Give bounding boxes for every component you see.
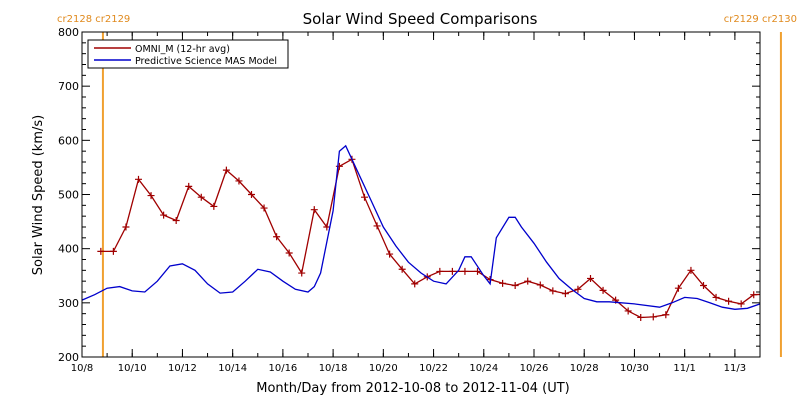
legend-label-omni: OMNI_M (12-hr avg) — [135, 44, 230, 55]
y-axis-label: Solar Wind Speed (km/s) — [31, 115, 46, 275]
omni-data-point — [750, 291, 758, 299]
omni-data-point — [599, 286, 607, 294]
omni-data-point — [185, 182, 193, 190]
x-tick-label: 10/24 — [469, 363, 498, 374]
y-tick-label: 400 — [58, 243, 79, 256]
omni-data-point — [624, 307, 632, 315]
omni-data-point — [649, 313, 657, 321]
x-tick-label: 10/12 — [168, 363, 197, 374]
omni-data-point — [674, 284, 682, 292]
x-tick-label: 10/20 — [369, 363, 398, 374]
omni-data-point — [549, 287, 557, 295]
omni-data-point — [448, 267, 456, 275]
omni-data-point — [373, 222, 381, 230]
x-tick-label: 10/18 — [319, 363, 348, 374]
y-tick-label: 200 — [58, 351, 79, 364]
omni-data-point — [712, 293, 720, 301]
x-tick-label: 10/22 — [419, 363, 448, 374]
y-tick-label: 600 — [58, 134, 79, 147]
omni-data-point — [273, 233, 281, 241]
y-tick-label: 700 — [58, 80, 79, 93]
omni-data-point — [197, 193, 205, 201]
omni-data-point — [260, 204, 268, 212]
omni-data-point — [725, 297, 733, 305]
legend-label-mas: Predictive Science MAS Model — [135, 56, 277, 67]
x-axis-label: Month/Day from 2012-10-08 to 2012-11-04 … — [256, 381, 569, 396]
omni-data-point — [310, 206, 318, 214]
x-tick-label: 10/16 — [268, 363, 297, 374]
omni-data-point — [172, 217, 180, 224]
omni-data-point — [135, 175, 142, 183]
omni-data-point — [561, 290, 569, 298]
y-tick-label: 300 — [58, 297, 79, 310]
legend: OMNI_M (12-hr avg) Predictive Science MA… — [87, 39, 289, 69]
omni-data-point — [700, 282, 707, 289]
carrington-label-left: cr2128 cr2129 — [57, 14, 130, 25]
omni-data-point — [574, 285, 582, 293]
omni-data-point — [160, 211, 168, 219]
omni-data-point — [122, 223, 130, 231]
omni-data-point — [109, 247, 117, 255]
omni-data-point — [411, 280, 419, 288]
omni-data-point — [737, 300, 745, 308]
x-tick-label: 10/8 — [71, 363, 93, 374]
y-tick-label: 500 — [58, 189, 79, 202]
omni-data-point — [511, 282, 519, 289]
x-tick-label: 10/30 — [620, 363, 649, 374]
carrington-label-right: cr2129 cr2130 — [724, 14, 797, 25]
omni-data-point — [298, 269, 306, 277]
omni-data-point — [524, 277, 532, 285]
omni-data-point — [461, 267, 469, 275]
x-tick-label: 10/26 — [520, 363, 549, 374]
omni-data-point — [147, 192, 155, 200]
omni-data-point — [587, 274, 594, 282]
omni-data-point — [97, 247, 105, 255]
x-tick-label: 10/14 — [218, 363, 247, 374]
omni-data-point — [637, 313, 645, 321]
omni-data-point — [361, 193, 368, 201]
omni-data-point — [436, 267, 444, 275]
omni-data-point — [763, 291, 770, 298]
x-tick-label: 11/1 — [673, 363, 695, 374]
plot-area: 200 300 400 500 600 700 800 10/8 10/10 10/12 10/14… — [58, 26, 782, 374]
omni-data-point — [536, 281, 544, 289]
x-tick-label: 11/3 — [724, 363, 746, 374]
plot-frame — [81, 31, 761, 358]
omni-data-point — [386, 250, 394, 258]
omni-data-point — [285, 249, 293, 257]
y-tick-label: 800 — [58, 26, 79, 39]
chart-title: Solar Wind Speed Comparisons — [303, 10, 538, 28]
omni-data-point — [235, 177, 243, 185]
omni-data-point — [222, 166, 230, 174]
omni-data-point — [662, 311, 670, 319]
series-line-mas — [82, 144, 760, 310]
series-line-omni — [100, 158, 760, 319]
omni-data-point — [210, 202, 218, 210]
omni-data-point — [687, 266, 695, 274]
omni-data-point — [323, 223, 331, 231]
omni-data-point — [398, 265, 406, 273]
x-tick-label: 10/10 — [118, 363, 147, 374]
x-tick-label: 10/28 — [570, 363, 599, 374]
omni-data-point — [474, 267, 481, 275]
omni-data-point — [335, 162, 343, 170]
omni-data-point — [248, 191, 255, 198]
omni-data-point — [499, 279, 507, 287]
legend-box — [87, 39, 289, 69]
